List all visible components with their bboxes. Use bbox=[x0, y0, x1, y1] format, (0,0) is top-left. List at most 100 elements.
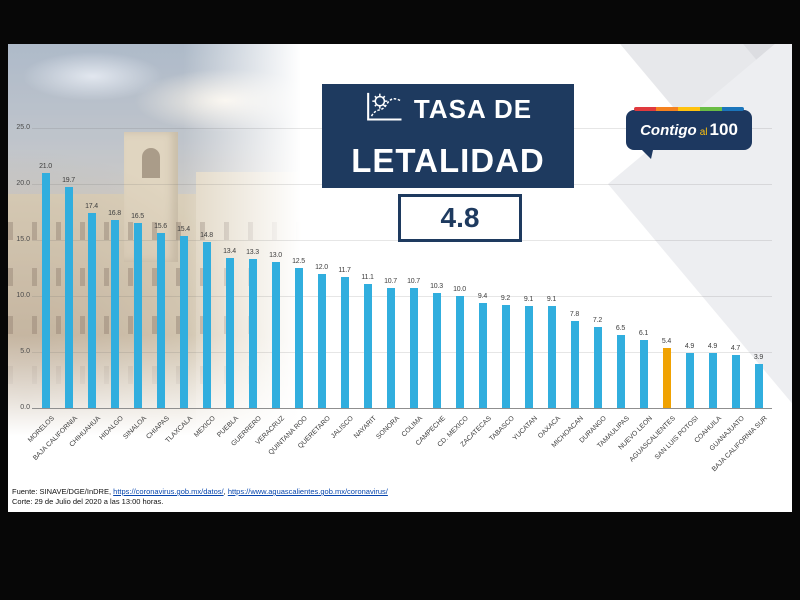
source-separator: , bbox=[223, 487, 228, 496]
badge-word-contigo: Contigo bbox=[640, 121, 697, 139]
bar-value-label: 9.4 bbox=[477, 292, 488, 300]
y-axis-tick-label: 20.0 bbox=[16, 180, 30, 187]
title-box: TASA DE LETALIDAD bbox=[322, 84, 574, 188]
footer-source: Fuente: SINAVE/DGE/InDRE, https://corona… bbox=[12, 487, 388, 507]
badge-word-100: 100 bbox=[709, 120, 738, 139]
bar-value-label: 19.7 bbox=[62, 177, 75, 185]
slide: 0.0 5.0 10.0 15.0 20.0 25.0 21.0 MORELOS 19.7 BAJ… bbox=[8, 44, 792, 512]
bar-morelos bbox=[41, 172, 50, 408]
bar-cd-mexico bbox=[455, 296, 464, 408]
bar-value-label: 11.7 bbox=[338, 266, 351, 274]
bar-value-label: 11.1 bbox=[361, 273, 374, 281]
bar-value-label: 7.8 bbox=[569, 310, 580, 318]
bar-tamaulipas bbox=[616, 335, 625, 408]
bar-yucatan bbox=[524, 306, 533, 408]
bar-value-label: 12.0 bbox=[315, 263, 328, 271]
y-axis-tick-label: 5.0 bbox=[20, 348, 30, 355]
bar-value-label: 10.7 bbox=[407, 278, 420, 286]
badge-color-stripes bbox=[634, 107, 744, 111]
bar-san-luis-potosi bbox=[685, 353, 694, 408]
bar-hidalgo bbox=[110, 219, 119, 408]
bar-value-label: 13.0 bbox=[269, 252, 282, 260]
bar-value-label: 16.5 bbox=[131, 213, 144, 221]
bar-aguascalientes bbox=[662, 347, 671, 408]
badge-word-al: al bbox=[699, 126, 708, 138]
bar-value-label: 21.0 bbox=[39, 162, 52, 170]
badge-stripe-segment bbox=[656, 107, 678, 111]
bar-value-label: 13.3 bbox=[246, 249, 259, 257]
bar-value-label: 13.4 bbox=[223, 247, 236, 255]
bar-value-label: 9.1 bbox=[546, 296, 557, 304]
y-axis-tick-label: 25.0 bbox=[16, 124, 30, 131]
bar-oaxaca bbox=[547, 306, 556, 408]
gridline bbox=[32, 352, 772, 353]
badge-tail bbox=[642, 150, 653, 159]
bar-michoacan bbox=[570, 320, 579, 408]
y-axis-tick-label: 10.0 bbox=[16, 292, 30, 299]
bar-baja-california bbox=[64, 187, 73, 408]
badge-stripe-segment bbox=[700, 107, 722, 111]
bar-guerrero bbox=[248, 259, 257, 408]
bar-sinaloa bbox=[133, 223, 142, 408]
bar-baja-california-sur bbox=[754, 364, 763, 408]
bar-tabasco bbox=[501, 304, 510, 408]
bar-campeche bbox=[432, 292, 441, 408]
bar-value-label: 4.7 bbox=[730, 345, 741, 353]
title-line2: LETALIDAD bbox=[351, 142, 545, 179]
rate-value-box: 4.8 bbox=[398, 194, 522, 242]
bar-value-label: 16.8 bbox=[108, 209, 121, 217]
bar-value-label: 4.9 bbox=[684, 343, 695, 351]
bar-value-label: 15.6 bbox=[154, 223, 167, 231]
bar-zacatecas bbox=[478, 302, 487, 408]
bar-quintana-roo bbox=[294, 268, 303, 408]
virus-chart-icon bbox=[364, 90, 404, 129]
badge-stripe-segment bbox=[722, 107, 744, 111]
source-prefix: Fuente: SINAVE/DGE/InDRE, bbox=[12, 487, 114, 496]
bar-value-label: 6.1 bbox=[638, 329, 649, 337]
bar-nuevo-leon bbox=[639, 339, 648, 408]
y-axis-tick-label: 0.0 bbox=[20, 404, 30, 411]
title-line1: TASA DE bbox=[413, 93, 533, 124]
bar-coahuila bbox=[708, 353, 717, 408]
bar-tlaxcala bbox=[179, 235, 188, 408]
bar-chihuahua bbox=[87, 213, 96, 408]
footer-line1: Fuente: SINAVE/DGE/InDRE, https://corona… bbox=[12, 487, 388, 497]
bar-sonora bbox=[386, 288, 395, 408]
bar-guanajuato bbox=[731, 355, 740, 408]
bar-value-label: 10.3 bbox=[430, 282, 443, 290]
rate-value: 4.8 bbox=[440, 202, 480, 233]
bar-value-label: 9.2 bbox=[500, 294, 511, 302]
y-axis-tick-label: 15.0 bbox=[16, 236, 30, 243]
badge-stripe-segment bbox=[634, 107, 656, 111]
bar-queretaro bbox=[317, 273, 326, 408]
bar-veracruz bbox=[271, 262, 280, 408]
bar-colima bbox=[409, 288, 418, 408]
source-link-2[interactable]: https://www.aguascalientes.gob.mx/corona… bbox=[227, 487, 388, 496]
badge-stripe-segment bbox=[678, 107, 700, 111]
bar-value-label: 4.9 bbox=[707, 343, 718, 351]
bar-value-label: 3.9 bbox=[753, 354, 764, 362]
bar-value-label: 10.0 bbox=[453, 286, 466, 293]
bar-nayarit bbox=[363, 283, 372, 408]
bar-value-label: 14.8 bbox=[200, 232, 213, 240]
bar-value-label: 10.7 bbox=[384, 278, 397, 286]
contigo-al-100-badge: Contigo al 100 bbox=[626, 107, 752, 159]
bar-value-label: 15.4 bbox=[177, 225, 190, 233]
gridline bbox=[32, 296, 772, 297]
bar-value-label: 17.4 bbox=[85, 203, 98, 211]
lethality-bar-chart: 0.0 5.0 10.0 15.0 20.0 25.0 21.0 MORELOS 19.7 BAJ… bbox=[8, 44, 792, 512]
bar-category-label: GUANAJUATO bbox=[708, 415, 746, 453]
bar-mexico bbox=[202, 242, 211, 408]
footer-cutoff-line: Corte: 29 de Julio del 2020 a las 13:00 … bbox=[12, 497, 164, 506]
bar-value-label: 9.1 bbox=[523, 296, 534, 304]
bar-chiapas bbox=[156, 233, 165, 408]
bar-value-label: 12.5 bbox=[292, 258, 305, 265]
bar-value-label: 7.2 bbox=[592, 317, 603, 325]
bar-category-label: BAJA CALIFORNIA SUR bbox=[710, 415, 769, 474]
bar-durango bbox=[593, 327, 602, 408]
bar-puebla bbox=[225, 257, 234, 408]
bar-jalisco bbox=[340, 276, 349, 408]
bar-value-label: 5.4 bbox=[661, 337, 672, 345]
source-link-1[interactable]: https://coronavirus.gob.mx/datos/ bbox=[113, 487, 224, 496]
bar-value-label: 6.5 bbox=[615, 325, 626, 333]
